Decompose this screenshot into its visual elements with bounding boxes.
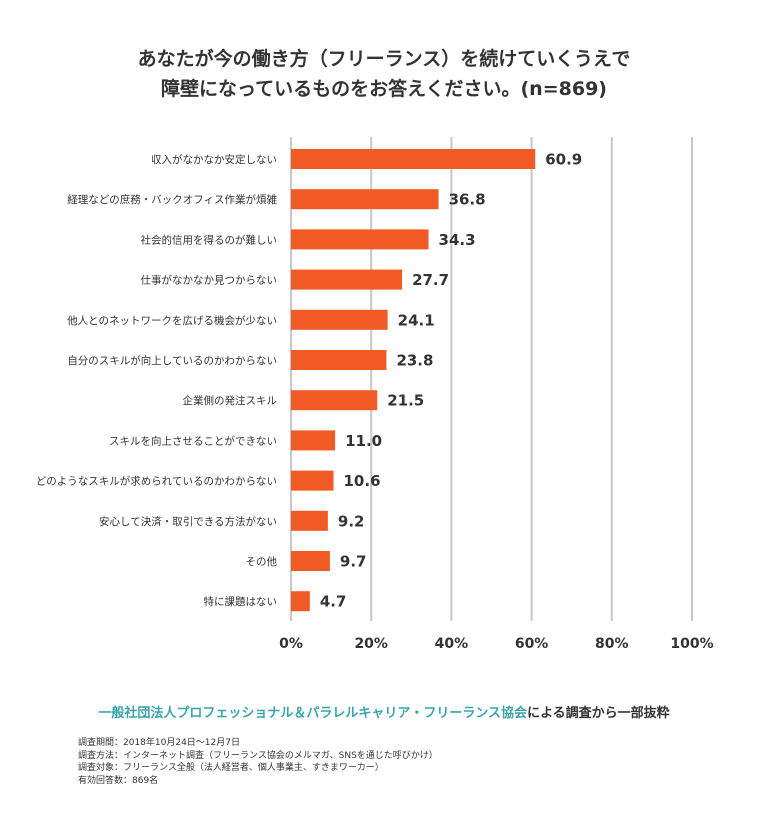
value-label: 11.0	[345, 432, 382, 450]
category-labels: 収入がなかなか安定しない経理などの庶務・バックオフィス作業が煩雑社会的信用を得る…	[36, 153, 278, 608]
bar	[291, 510, 328, 531]
category-label: 社会的信用を得るのが難しい	[141, 233, 278, 246]
bar	[291, 551, 330, 571]
value-label: 10.6	[344, 472, 381, 490]
source-suffix: による調査から一部抜粋	[527, 706, 670, 721]
value-label: 24.1	[398, 311, 435, 329]
x-tick-label: 60%	[515, 636, 549, 652]
value-label: 4.7	[320, 593, 347, 611]
bar	[291, 591, 310, 612]
x-tick-label: 80%	[595, 636, 629, 652]
x-tick-label: 40%	[435, 636, 469, 652]
category-label: 他人とのネットワークを広げる機会が少ない	[67, 314, 277, 327]
category-label: どのようなスキルが求められているのかわからない	[36, 475, 277, 488]
x-tick-labels: 0% 20% 40% 60% 80% 100%	[279, 636, 714, 652]
category-label: 収入がなかなか安定しない	[151, 153, 277, 166]
bar	[291, 309, 388, 330]
survey-note-target: 調査対象：フリーランス全般（法人経営者、個人事業主、すきまワーカー）	[78, 763, 384, 773]
category-label: 特に課題はない	[204, 595, 278, 608]
value-label: 27.7	[412, 271, 449, 289]
source-note: 一般社団法人プロフェッショナル＆パラレルキャリア・フリーランス協会による調査から…	[0, 702, 768, 721]
bar	[291, 350, 387, 370]
value-label: 60.9	[545, 151, 582, 169]
category-label: 安心して決済・取引できる方法がない	[99, 515, 277, 528]
value-labels: 60.9 36.8 34.3 27.7 24.1 23.8 21.5 11.0 10.6 9.2 9…	[320, 151, 582, 611]
value-label: 9.2	[338, 512, 365, 530]
value-label: 21.5	[387, 392, 424, 410]
bar	[291, 269, 403, 290]
x-tick-label: 20%	[354, 636, 388, 652]
bars	[291, 149, 536, 612]
survey-note-method: 調査方法：インターネット調査（フリーランス協会のメルマガ、SNSを通じた呼びかけ…	[78, 750, 438, 761]
bar	[291, 470, 334, 491]
value-label: 34.3	[439, 231, 476, 249]
category-label: スキルを向上させることができない	[109, 434, 277, 447]
chart-title-line-1: あなたが今の働き方（フリーランス）を続けていくうえで	[137, 48, 631, 70]
category-label: 仕事がなかなか見つからない	[141, 274, 278, 287]
bar	[291, 189, 439, 210]
survey-notes: 調査期間：2018年10月24日〜12月7日 調査方法：インターネット調査（フリ…	[78, 737, 438, 787]
source-organization: 一般社団法人プロフェッショナル＆パラレルキャリア・フリーランス協会	[98, 706, 528, 721]
category-label: その他	[246, 555, 278, 568]
chart-title: あなたが今の働き方（フリーランス）を続けていくうえで 障壁になっているものをお答…	[0, 44, 768, 104]
bar-chart: 収入がなかなか安定しない経理などの庶務・バックオフィス作業が煩雑社会的信用を得る…	[36, 137, 714, 652]
survey-note-responses: 有効回答数：869名	[78, 775, 159, 786]
bar	[291, 390, 378, 411]
survey-note-period: 調査期間：2018年10月24日〜12月7日	[78, 738, 240, 748]
category-label: 企業側の発注スキル	[183, 394, 278, 407]
value-label: 23.8	[396, 352, 433, 370]
x-tick-label: 100%	[670, 636, 713, 652]
bar	[291, 149, 536, 169]
gridlines	[290, 137, 693, 621]
value-label: 36.8	[449, 191, 486, 209]
chart-title-line-2: 障壁になっているものをお答えください。(n=869)	[161, 78, 607, 100]
bar	[291, 229, 429, 250]
value-label: 9.7	[340, 553, 367, 571]
category-label: 経理などの庶務・バックオフィス作業が煩雑	[67, 193, 277, 206]
category-label: 自分のスキルが向上しているのかわからない	[67, 354, 277, 367]
x-tick-label: 0%	[279, 636, 303, 652]
bar	[291, 430, 336, 451]
